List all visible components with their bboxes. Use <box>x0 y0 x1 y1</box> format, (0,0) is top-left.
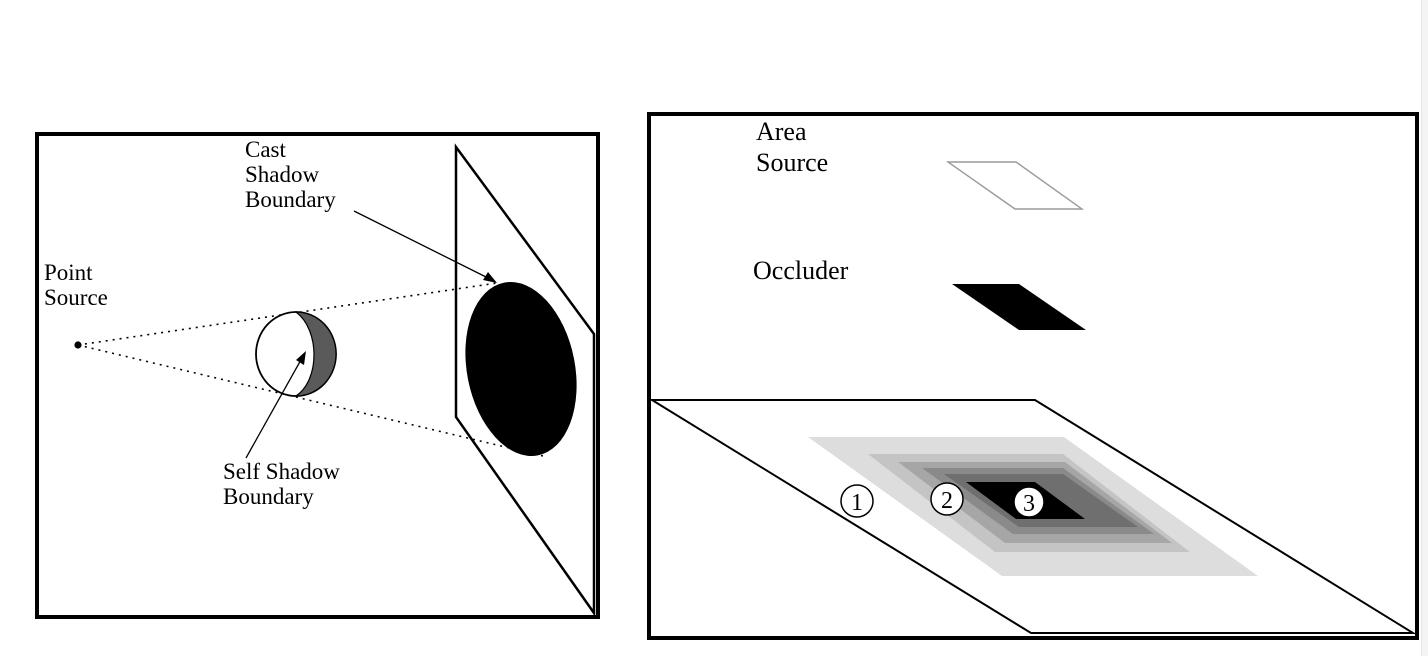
self-shadow-region <box>294 311 337 397</box>
region-3-number: 3 <box>1023 491 1035 517</box>
self-shadow-boundary-label: Self Shadow Boundary <box>223 459 346 509</box>
region-marker-1: 1 <box>840 484 874 518</box>
region-marker-2: 2 <box>930 482 964 516</box>
region-2-number: 2 <box>941 488 953 514</box>
point-source-dot <box>74 341 82 349</box>
point-source-label: Point Source <box>44 260 108 310</box>
region-marker-3: 3 <box>1013 486 1045 518</box>
self-shadow-arrow <box>245 351 306 459</box>
sphere <box>255 311 337 397</box>
occluder-shape <box>952 284 1086 330</box>
cast-shadow-arrow <box>353 210 497 283</box>
region-1-number: 1 <box>851 490 863 516</box>
point-source-panel: Point Source Cast Shadow Boundary Self S… <box>35 132 600 619</box>
occluder-label: Occluder <box>753 256 849 285</box>
scrollbar-edge[interactable] <box>1421 0 1428 656</box>
cast-shadow-boundary-label: Cast Shadow Boundary <box>245 137 336 212</box>
area-source-label: Area Source <box>756 117 828 177</box>
area-source-shape <box>945 161 1085 210</box>
cast-shadow <box>465 282 577 456</box>
lower-light-ray <box>77 344 544 457</box>
area-source-panel: 1 2 3 Area Source Occluder <box>647 112 1419 640</box>
